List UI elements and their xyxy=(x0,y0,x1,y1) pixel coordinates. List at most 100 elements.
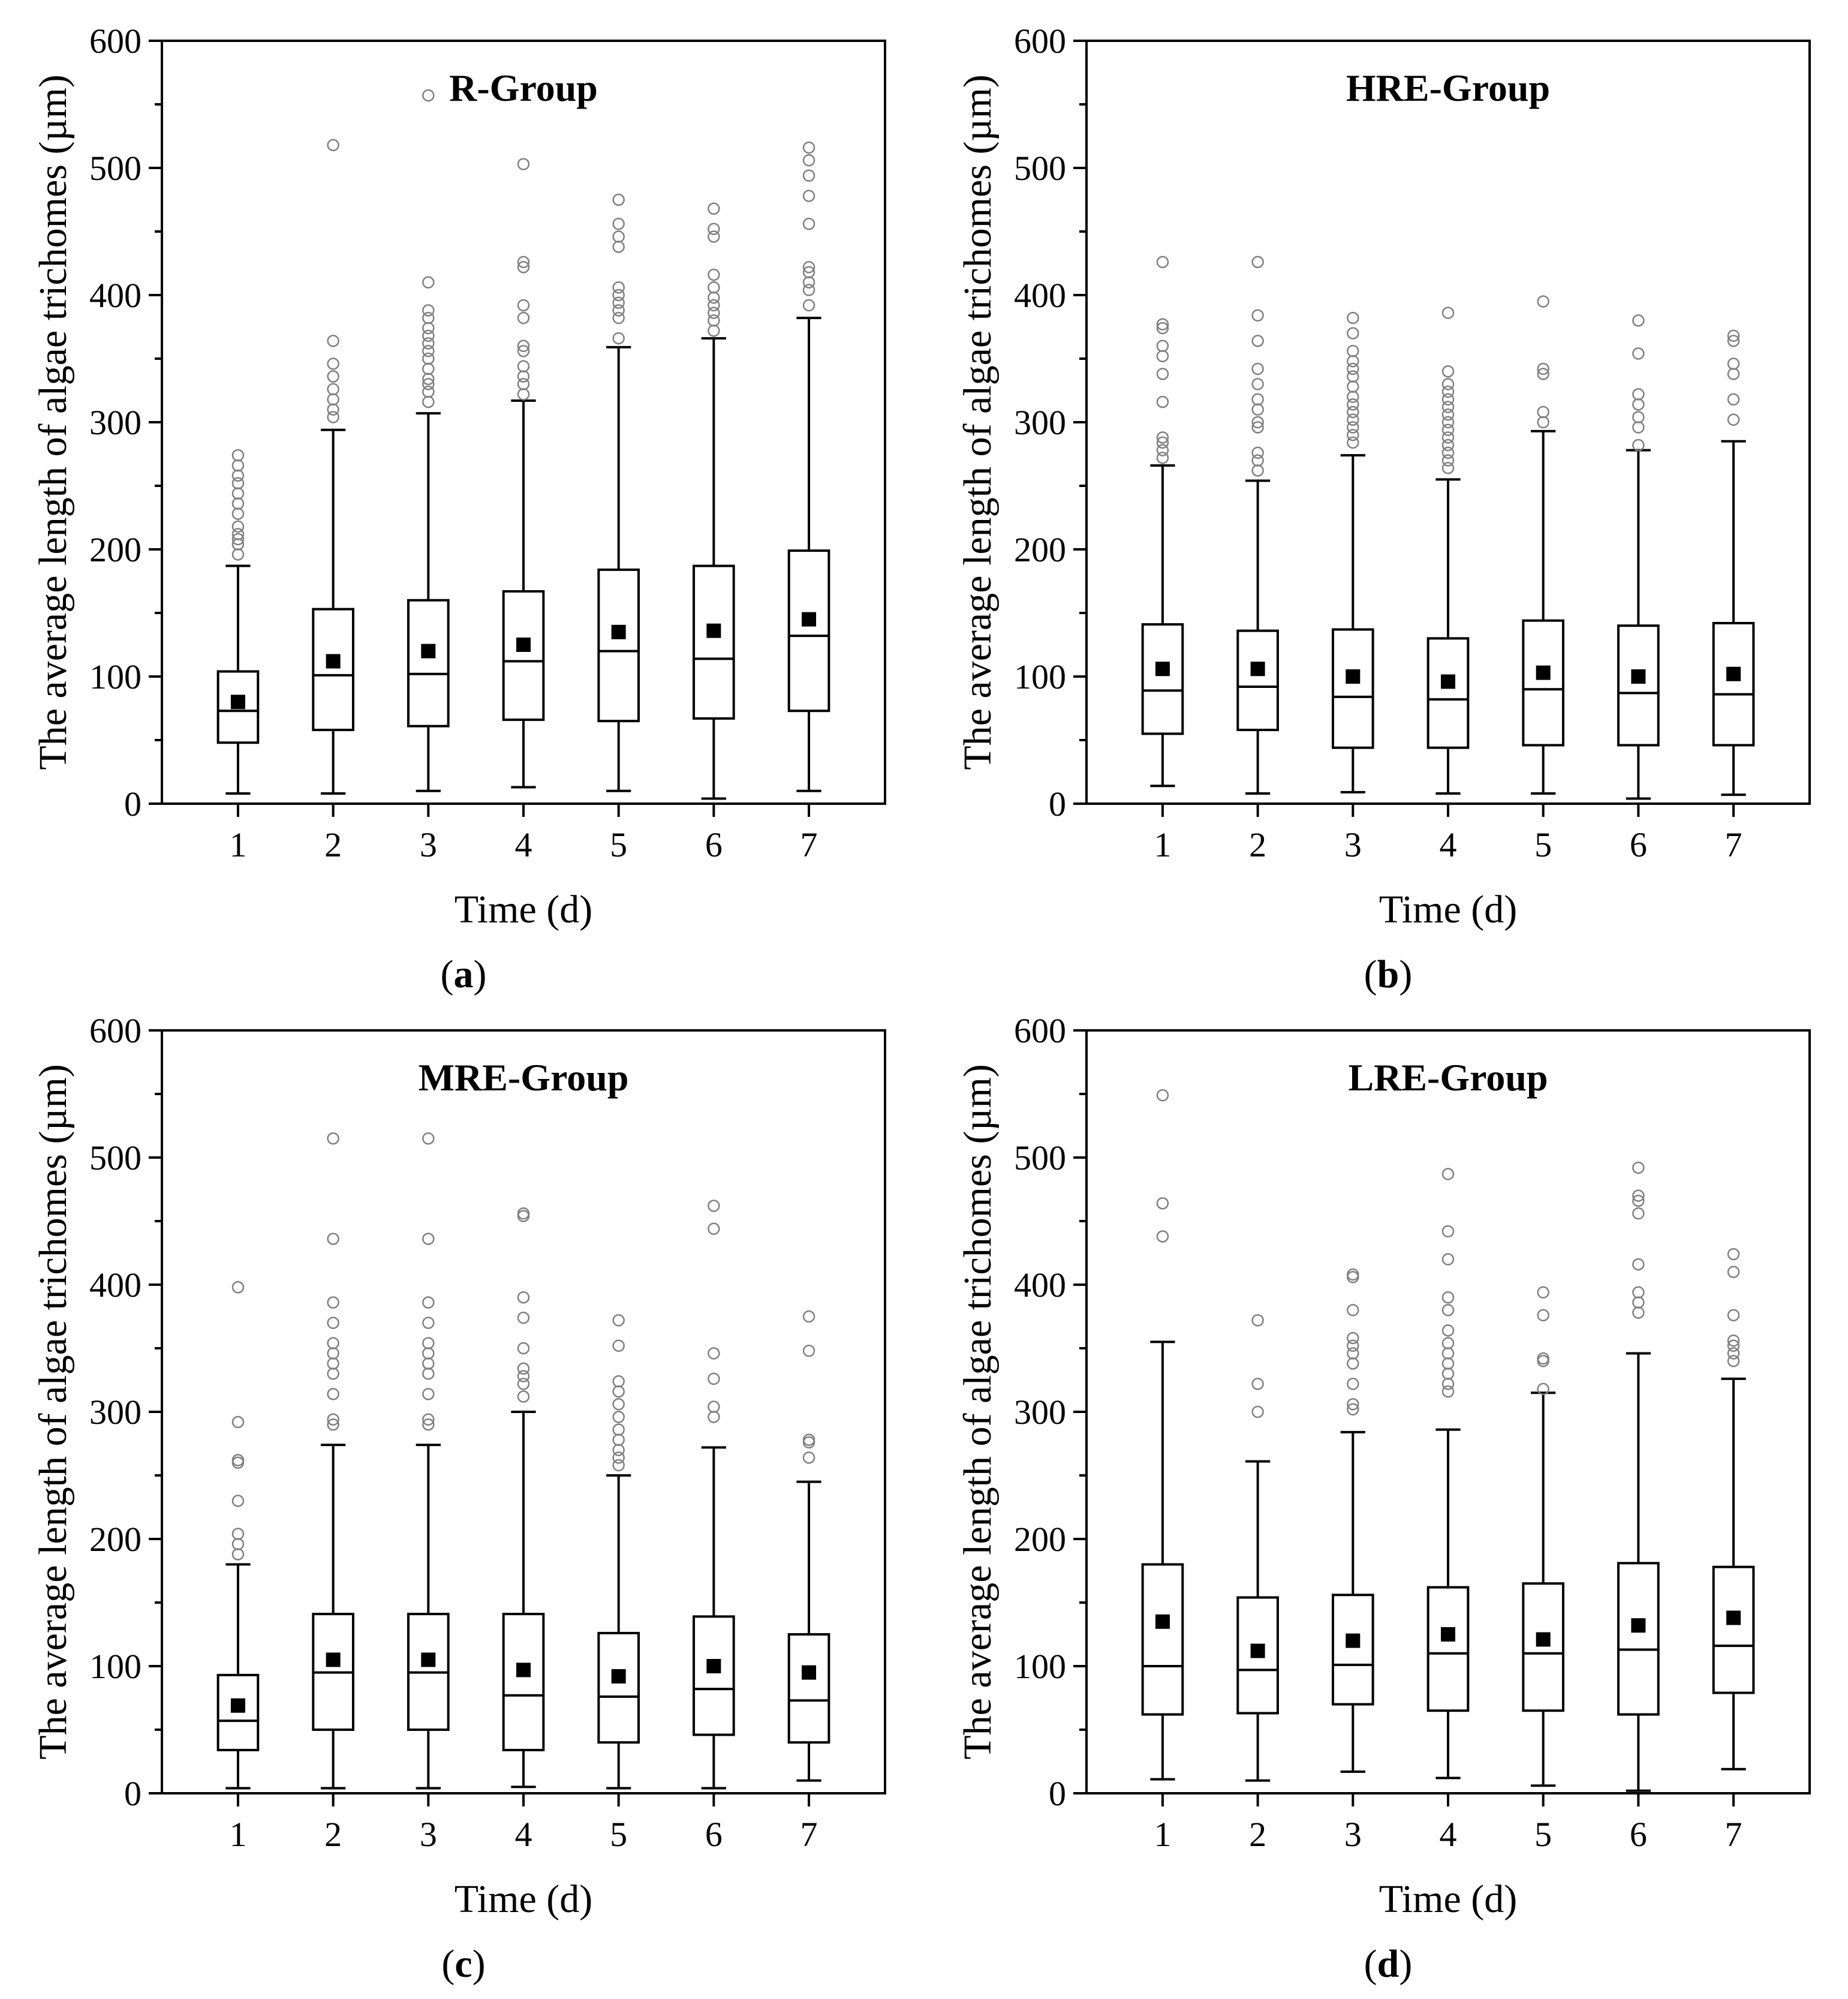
outlier-point xyxy=(422,276,435,289)
x-tick-label: 5 xyxy=(610,825,627,864)
outlier-point xyxy=(517,1378,530,1390)
outlier-point xyxy=(327,383,339,396)
y-tick-label: 100 xyxy=(89,1647,142,1686)
outlier-point xyxy=(1251,393,1264,406)
mean-marker xyxy=(1346,1633,1361,1648)
outlier-point xyxy=(1441,393,1455,406)
outlier-point xyxy=(1156,368,1169,380)
outlier-point xyxy=(1537,368,1549,380)
x-tick-label: 5 xyxy=(1534,1815,1552,1854)
outlier-point xyxy=(231,497,245,510)
y-tick-label: 200 xyxy=(89,1520,142,1559)
outlier-point xyxy=(612,332,625,345)
outlier-point xyxy=(517,1311,530,1324)
outlier-point xyxy=(708,306,720,319)
outlier-point xyxy=(1632,398,1645,411)
y-tick-label: 600 xyxy=(89,1011,142,1050)
outlier-point xyxy=(517,158,530,170)
x-tick-label: 7 xyxy=(800,1815,818,1854)
y-tick-label: 300 xyxy=(1014,403,1066,442)
outlier-point xyxy=(1347,1271,1359,1283)
outlier-point xyxy=(1347,1398,1359,1411)
outlier-point xyxy=(422,1132,435,1145)
outlier-point xyxy=(327,1337,339,1349)
panel-caption: (c) xyxy=(441,1942,485,1986)
mean-marker xyxy=(802,612,817,627)
outlier-point xyxy=(802,276,815,289)
outlier-point xyxy=(1347,390,1359,403)
outlier-point xyxy=(327,1367,339,1380)
box-day-1 xyxy=(216,1280,260,1790)
box-day-5 xyxy=(597,1314,640,1790)
outlier-point xyxy=(612,1444,625,1456)
outlier-point xyxy=(612,281,625,294)
x-axis-label: Time (d) xyxy=(455,888,592,931)
outlier-point xyxy=(1251,446,1264,459)
y-tick-label: 600 xyxy=(1014,1011,1066,1050)
x-tick-label: 7 xyxy=(1725,825,1742,864)
outlier-point xyxy=(422,1347,435,1360)
box-day-5 xyxy=(597,193,640,792)
outlier-point xyxy=(327,1418,339,1431)
outlier-point xyxy=(422,329,435,342)
outlier-point xyxy=(422,1388,435,1400)
outlier-point xyxy=(1537,1309,1549,1322)
chart-panel-c: 0 100 200 300 400 500 600 1 2 3 4 5 6 7 MRE-Group Time … xyxy=(31,1011,886,1986)
outlier-point xyxy=(1441,1291,1455,1304)
outlier-point xyxy=(612,304,625,317)
outlier-point xyxy=(327,1296,339,1309)
outlier-point xyxy=(1347,398,1359,411)
outlier-point xyxy=(802,299,815,312)
outlier-point xyxy=(517,1342,530,1355)
outlier-point xyxy=(1156,339,1169,353)
x-tick-label: 1 xyxy=(229,825,246,864)
outlier-point xyxy=(1441,1378,1455,1390)
outlier-point xyxy=(708,291,720,304)
outlier-point xyxy=(708,1372,720,1385)
outlier-point xyxy=(231,528,245,540)
outlier-point xyxy=(1441,1324,1455,1337)
outlier-point xyxy=(1632,1207,1645,1220)
outlier-point xyxy=(1727,368,1740,380)
mean-marker xyxy=(230,1698,245,1713)
outlier-point xyxy=(1727,1354,1740,1367)
iqr-box xyxy=(693,1615,735,1736)
outlier-point xyxy=(1632,411,1645,423)
outlier-point xyxy=(1632,347,1645,360)
mean-marker xyxy=(1441,674,1455,689)
chart-panel-b: 0 100 200 300 400 500 600 1 2 3 4 5 6 7 HRE-Group Time … xyxy=(956,22,1811,996)
outlier-point xyxy=(1156,321,1169,335)
outlier-point xyxy=(802,1344,815,1357)
box-day-5 xyxy=(1522,1286,1565,1787)
box-day-3 xyxy=(407,1132,450,1790)
iqr-box xyxy=(1712,1565,1755,1694)
iqr-box xyxy=(1617,624,1660,747)
panel-caption: (a) xyxy=(441,952,487,996)
outlier-point xyxy=(708,299,720,312)
outlier-point xyxy=(1441,1337,1455,1349)
iqr-box xyxy=(1712,621,1755,747)
box-day-2 xyxy=(312,1132,354,1790)
outlier-point xyxy=(708,324,720,337)
outlier-point xyxy=(802,266,815,279)
outlier-point xyxy=(802,190,815,202)
mean-marker xyxy=(611,1669,626,1684)
x-tick-label: 2 xyxy=(324,1815,342,1854)
iqr-box xyxy=(1141,1563,1184,1716)
outlier-point xyxy=(517,339,530,353)
outlier-point xyxy=(1347,428,1359,441)
outlier-point xyxy=(422,1233,435,1245)
x-tick-label: 3 xyxy=(420,825,437,864)
outlier-point xyxy=(422,304,435,317)
x-tick-label: 1 xyxy=(229,1815,246,1854)
box-day-7 xyxy=(1712,329,1755,796)
outlier-point xyxy=(327,1357,339,1370)
outlier-point xyxy=(517,360,530,372)
outlier-point xyxy=(231,449,245,462)
outlier-point xyxy=(1251,255,1264,269)
outlier-point xyxy=(708,1222,720,1235)
outlier-point xyxy=(422,1418,435,1431)
mean-marker xyxy=(230,695,245,710)
mean-marker xyxy=(1250,1643,1265,1658)
outlier-point xyxy=(1441,1253,1455,1265)
